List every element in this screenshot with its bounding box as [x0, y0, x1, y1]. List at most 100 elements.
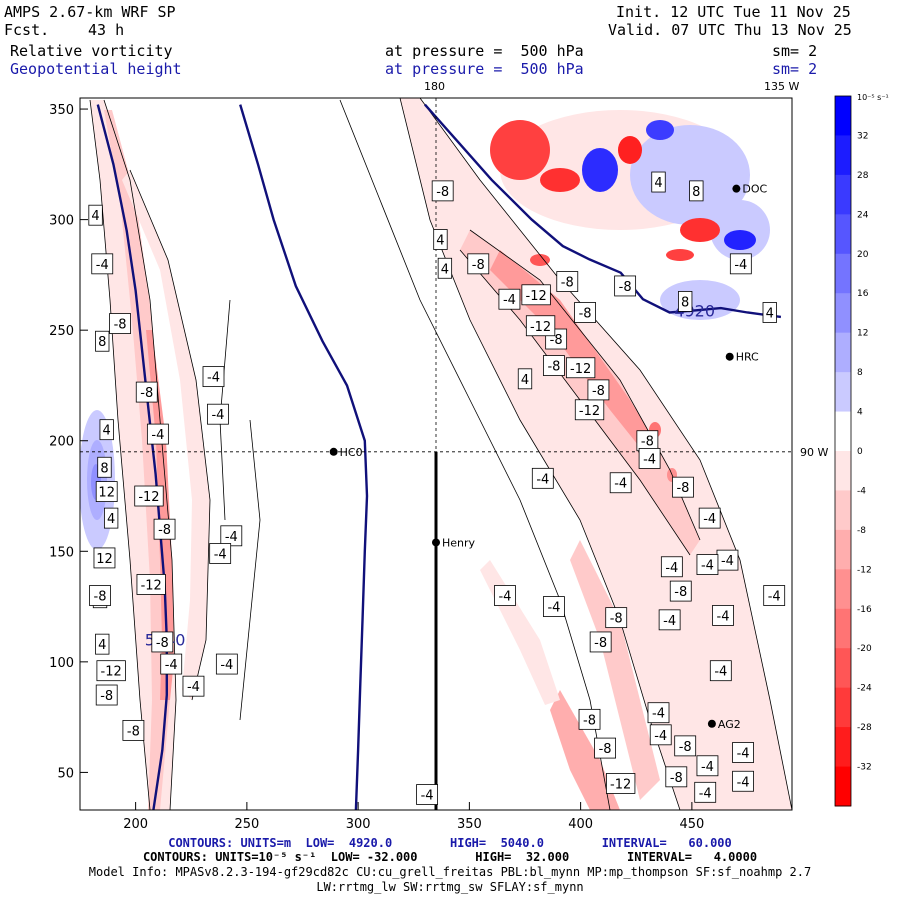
- height-contour-label: 4920: [674, 301, 715, 320]
- vorticity-label: 4: [433, 229, 448, 250]
- vorticity-label-box: [93, 547, 116, 569]
- colorbar-tick-label: -24: [857, 684, 872, 694]
- vorticity-label-box: [521, 284, 551, 306]
- vorticity-label: 4: [95, 633, 110, 655]
- vorticity-label: -4: [543, 596, 565, 617]
- vorticity-label-box: [220, 525, 243, 547]
- vorticity-label-box: [762, 302, 777, 323]
- station-name: Henry: [442, 536, 476, 549]
- x-tick-label: 400: [568, 817, 593, 832]
- vorticity-label-text: -12: [570, 362, 591, 377]
- vorticity-label: 4: [99, 419, 114, 441]
- vorticity-label-box: [95, 684, 118, 706]
- vorticity-label-text: -4: [717, 609, 730, 624]
- vorticity-label: -4: [694, 781, 717, 803]
- vorticity-label-text: 8: [98, 335, 106, 350]
- vorticity-label: -8: [122, 719, 145, 741]
- vorticity-label-box: [215, 653, 238, 675]
- colorbar-swatch: [835, 687, 851, 728]
- vorticity-label: -12: [574, 399, 605, 421]
- vorticity-label: -4: [647, 702, 670, 724]
- vorticity-label-text: -8: [140, 386, 153, 401]
- vorticity-label-text: -8: [676, 481, 689, 496]
- vorticity-label-box: [574, 302, 596, 323]
- vorticity-label: -8: [605, 607, 628, 629]
- vorticity-label: -4: [207, 403, 229, 425]
- vorticity-label-text: -4: [721, 554, 734, 569]
- vorticity-label-text: -4: [665, 561, 678, 576]
- vorticity-label: -4: [146, 423, 169, 445]
- vorticity-label-text: -12: [138, 490, 159, 505]
- vorticity-label-text: -12: [526, 289, 547, 304]
- vorticity-label-text: -8: [679, 740, 692, 755]
- vorticity-label-text: -4: [536, 472, 549, 487]
- vorticity-label-box: [674, 735, 697, 757]
- vorticity-label: -4: [220, 525, 243, 547]
- vorticity-label-text: -4: [614, 477, 627, 492]
- vorticity-label: -4: [182, 675, 205, 697]
- station-name: DOC: [742, 183, 767, 196]
- vorticity-label: 4: [762, 302, 777, 323]
- vorticity-label-box: [763, 585, 786, 606]
- vorticity-label-text: -8: [583, 713, 596, 728]
- vorticity-label-box: [669, 580, 692, 602]
- vorticity-label-box: [594, 737, 616, 759]
- vorticity-label-box: [672, 476, 694, 498]
- station-name: HRC: [736, 351, 759, 364]
- colorbar-swatch: [835, 214, 851, 255]
- vorticity-label: -4: [531, 467, 554, 489]
- vorticity-label-box: [494, 585, 516, 606]
- vorticity-label-box: [134, 485, 164, 507]
- vorticity-label-text: -8: [550, 333, 563, 348]
- vorticity-label: 4: [88, 204, 103, 226]
- y-tick-label: 300: [49, 214, 74, 229]
- footer-height-contours: CONTOURS: UNITS=m LOW= 4920.0 HIGH= 5040…: [168, 836, 732, 850]
- vorticity-label: -8: [578, 708, 601, 730]
- vorticity-label-text: -4: [714, 665, 727, 680]
- vorticity-label: -4: [209, 543, 232, 564]
- vorticity-label: -8: [545, 328, 568, 350]
- vorticity-label-box: [202, 366, 225, 388]
- y-tick-label: 50: [57, 766, 74, 781]
- vorticity-label: -8: [674, 735, 697, 757]
- pressure-vorticity: at pressure = 500 hPa: [385, 42, 584, 60]
- vorticity-label: -8: [665, 766, 688, 788]
- vorticity-label-text: 12: [98, 486, 115, 501]
- vorticity-label-text: 4: [766, 306, 774, 321]
- vorticity-label: -4: [712, 605, 734, 626]
- y-tick-label: 350: [49, 103, 74, 118]
- vorticity-label: -8: [574, 302, 596, 323]
- vorticity-label-text: -8: [158, 523, 171, 538]
- vorticity-label: -8: [135, 381, 158, 403]
- vorticity-label-box: [647, 702, 670, 724]
- vorticity-label-box: [651, 171, 666, 193]
- vorticity-label-text: -8: [156, 636, 169, 651]
- pressure-height: at pressure = 500 hPa: [385, 60, 584, 78]
- vorticity-label-box: [498, 288, 521, 310]
- vorticity-label-box: [104, 507, 119, 529]
- vorticity-label-text: -4: [225, 530, 238, 545]
- vorticity-label-box: [665, 766, 688, 788]
- forecast-label: Fcst.: [4, 21, 50, 39]
- colorbar-tick-label: 16: [857, 289, 869, 299]
- vorticity-label: -4: [732, 742, 754, 763]
- vorticity-label-box: [698, 507, 721, 529]
- vorticity-label-box: [589, 631, 612, 653]
- vorticity-label-box: [696, 755, 719, 777]
- vorticity-label-text: -8: [579, 306, 592, 321]
- vorticity-label: -8: [467, 253, 490, 275]
- vorticity-label: -4: [91, 253, 114, 275]
- colorbar-swatch: [835, 332, 851, 373]
- x-tick-label: 300: [346, 817, 371, 832]
- vorticity-label: -8: [153, 518, 176, 540]
- vorticity-label-box: [525, 315, 556, 337]
- vorticity-label-text: -4: [701, 559, 714, 574]
- vorticity-label: -8: [636, 430, 659, 452]
- vorticity-label-box: [712, 605, 734, 626]
- vorticity-label: -4: [649, 724, 672, 746]
- vorticity-label-text: -8: [641, 435, 654, 450]
- vorticity-label-text: -4: [699, 786, 712, 801]
- vorticity-label-text: -4: [96, 258, 109, 273]
- footer-physics: LW:rrtmg_lw SW:rrtmg_sw SFLAY:sf_mynn: [316, 880, 584, 894]
- vorticity-label-text: 4: [654, 176, 662, 191]
